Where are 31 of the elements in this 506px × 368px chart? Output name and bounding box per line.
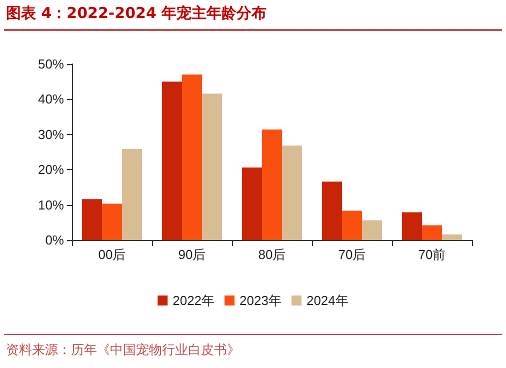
bar (162, 82, 182, 240)
bar (122, 148, 142, 240)
x-tick-label: 90后 (178, 247, 206, 262)
x-tick-label: 70后 (338, 247, 366, 262)
bar (242, 167, 262, 240)
y-tick-label: 20% (38, 162, 64, 178)
x-tick-label: 80后 (258, 247, 286, 262)
bar (82, 199, 102, 240)
bar (102, 204, 122, 240)
legend-label: 2024年 (306, 293, 348, 308)
bar (442, 234, 462, 240)
x-tick-label: 70前 (418, 247, 446, 262)
bar (402, 212, 422, 240)
bar (362, 220, 382, 240)
y-tick-label: 50% (38, 56, 64, 72)
text: 资料来源：历年《中国宠物行业白皮书》 (6, 342, 240, 359)
bar (262, 129, 282, 240)
bar (282, 146, 302, 240)
y-tick-label: 40% (38, 92, 64, 107)
y-tick-label: 0% (45, 232, 64, 248)
y-tick-label: 10% (38, 197, 64, 212)
chart-title: 图表 4：2022-2024 年宠主年龄分布 (6, 4, 267, 23)
legend-label: 2022年 (172, 293, 215, 308)
x-tick-label: 00后 (98, 247, 126, 262)
bar (322, 182, 342, 240)
bar (202, 94, 222, 240)
bar (342, 210, 362, 240)
bar (182, 74, 202, 240)
bar (422, 225, 442, 240)
y-tick-label: 30% (38, 126, 64, 142)
legend-label: 2023年 (240, 293, 282, 308)
